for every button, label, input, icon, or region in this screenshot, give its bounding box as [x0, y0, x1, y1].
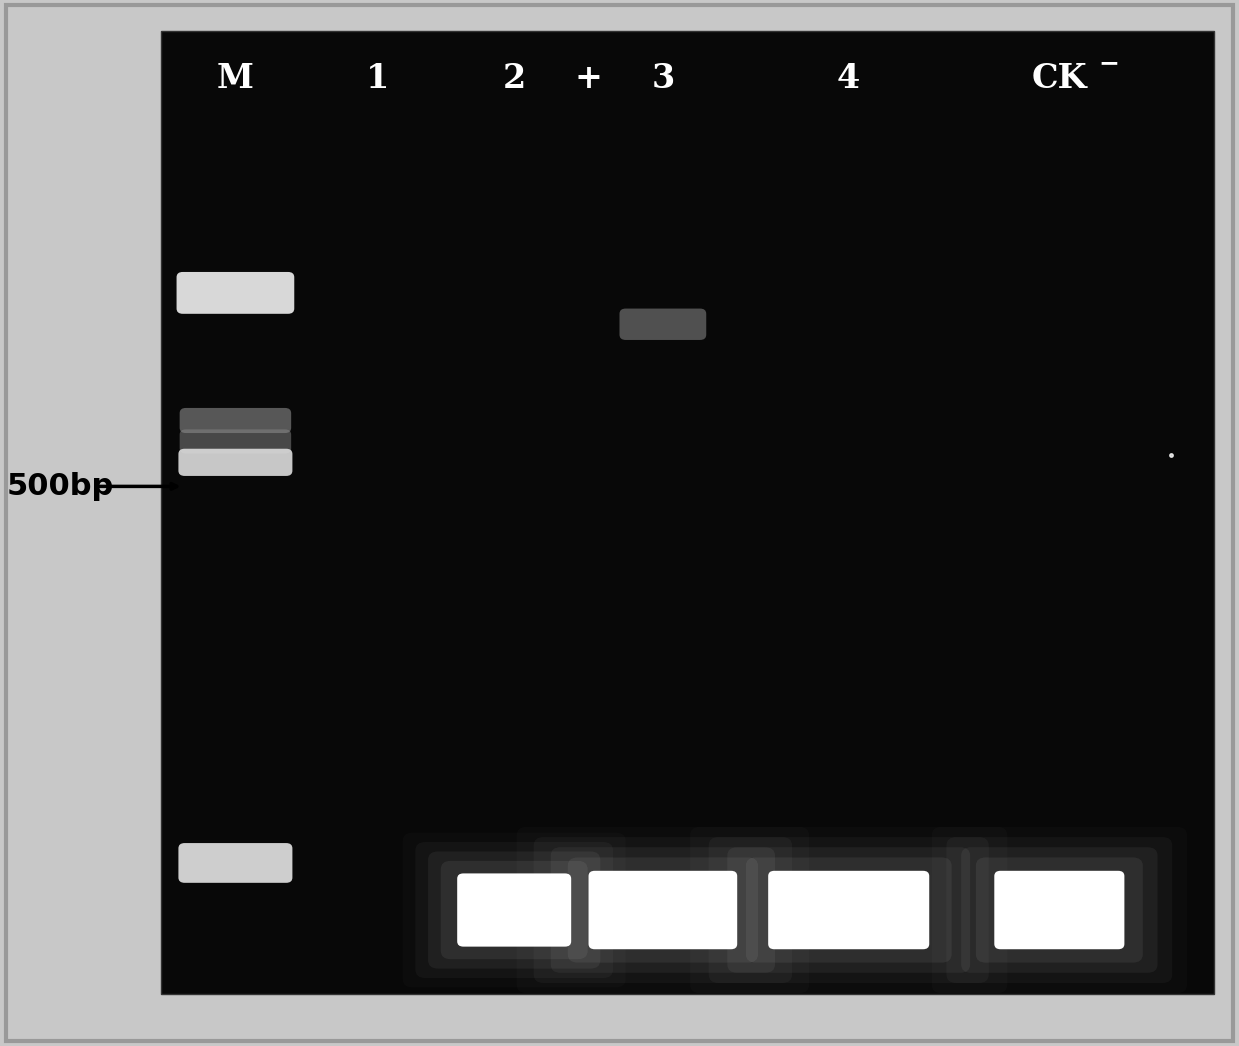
Text: 3: 3	[652, 62, 674, 95]
Text: −: −	[1099, 51, 1119, 74]
Text: 500bp: 500bp	[6, 472, 114, 501]
FancyBboxPatch shape	[976, 858, 1142, 962]
Bar	[161, 31, 1214, 994]
FancyBboxPatch shape	[457, 873, 571, 947]
FancyBboxPatch shape	[178, 449, 292, 476]
FancyBboxPatch shape	[620, 309, 706, 340]
FancyBboxPatch shape	[180, 429, 291, 454]
FancyBboxPatch shape	[180, 408, 291, 433]
Text: 2: 2	[503, 62, 525, 95]
FancyBboxPatch shape	[727, 847, 970, 973]
FancyBboxPatch shape	[746, 858, 952, 962]
FancyBboxPatch shape	[178, 843, 292, 883]
FancyBboxPatch shape	[589, 870, 737, 950]
Text: +: +	[575, 62, 602, 95]
FancyBboxPatch shape	[961, 847, 1157, 973]
FancyBboxPatch shape	[441, 861, 587, 959]
Text: 1: 1	[367, 62, 389, 95]
FancyBboxPatch shape	[567, 858, 758, 962]
FancyBboxPatch shape	[550, 847, 776, 973]
FancyBboxPatch shape	[176, 272, 295, 314]
Text: M: M	[217, 62, 254, 95]
FancyBboxPatch shape	[994, 870, 1124, 950]
FancyBboxPatch shape	[427, 851, 600, 969]
Text: CK: CK	[1032, 62, 1087, 95]
Text: 4: 4	[838, 62, 860, 95]
FancyBboxPatch shape	[768, 870, 929, 950]
